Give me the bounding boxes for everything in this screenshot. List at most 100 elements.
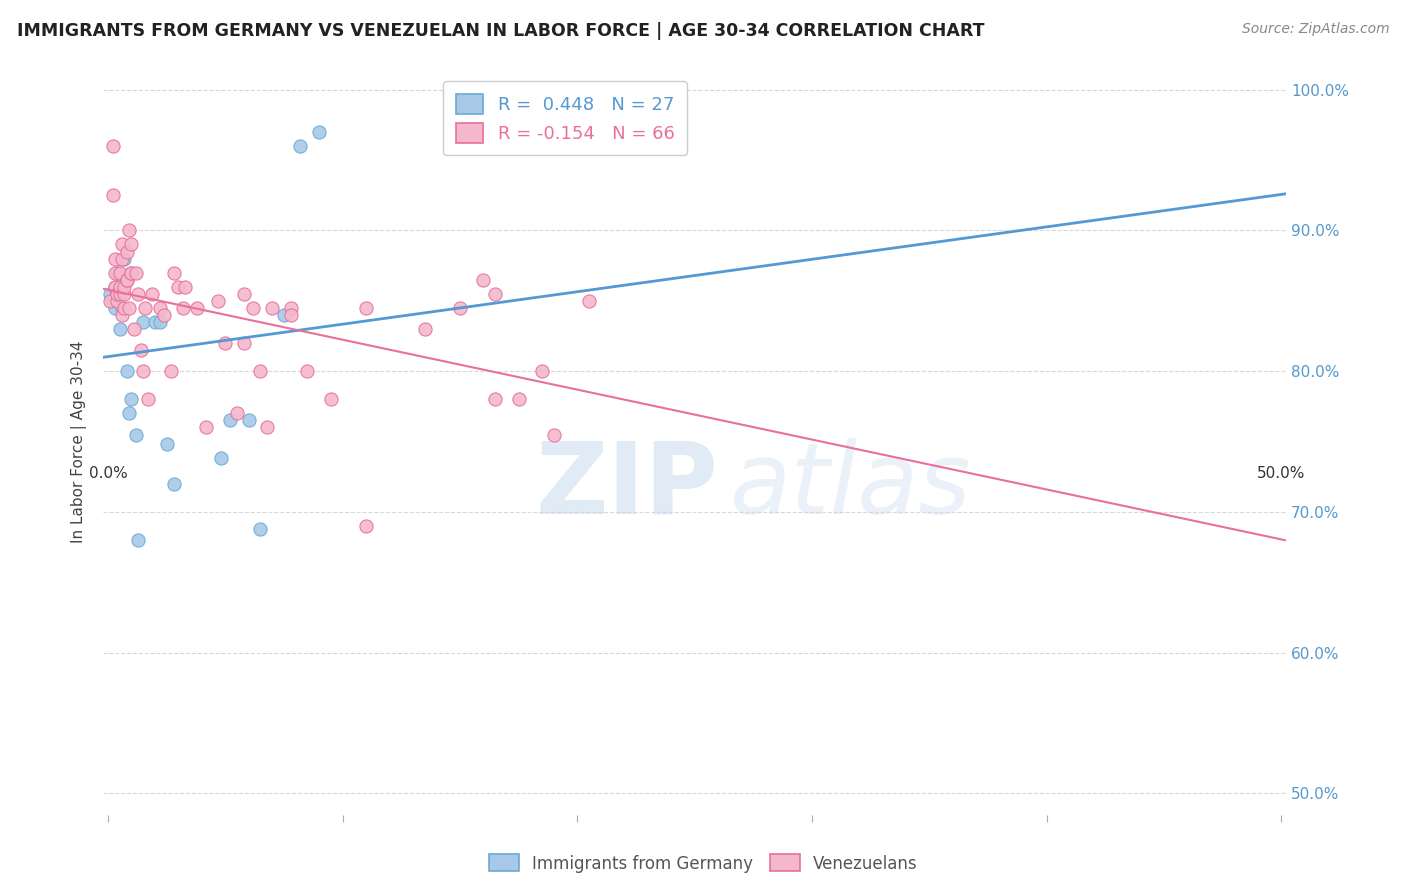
Point (195, 420, 218, 434)
Point (141, 286, 163, 301)
Point (98, 286, 121, 301)
Point (153, 308, 176, 322)
Point (111, 237, 134, 252)
Point (543, 427, 565, 442)
Point (104, 301, 127, 315)
Point (186, 301, 208, 315)
Point (472, 273, 495, 287)
Point (118, 406, 141, 420)
Point (115, 273, 138, 287)
Point (233, 336, 256, 351)
Point (262, 301, 284, 315)
Point (104, 266, 127, 280)
Point (174, 279, 197, 293)
Point (101, 139, 124, 153)
Point (120, 392, 142, 407)
Point (249, 364, 271, 378)
Y-axis label: In Labor Force | Age 30-34: In Labor Force | Age 30-34 (72, 340, 87, 543)
Legend: Immigrants from Germany, Venezuelans: Immigrants from Germany, Venezuelans (482, 847, 924, 880)
Point (207, 293, 229, 308)
Point (132, 364, 155, 378)
Point (120, 237, 142, 252)
Point (531, 364, 554, 378)
Point (127, 533, 149, 547)
Point (120, 266, 142, 280)
Point (167, 279, 190, 293)
Point (155, 437, 177, 451)
Point (273, 308, 295, 322)
Point (449, 301, 471, 315)
Point (308, 125, 330, 139)
Point (354, 301, 377, 315)
Text: atlas: atlas (730, 438, 972, 535)
Point (578, 293, 600, 308)
Point (108, 279, 131, 293)
Legend: R =  0.448   N = 27, R = -0.154   N = 66: R = 0.448 N = 27, R = -0.154 N = 66 (443, 81, 688, 155)
Point (354, 519, 377, 533)
Point (101, 188, 124, 202)
Point (105, 286, 128, 301)
Text: ZIP: ZIP (536, 438, 718, 535)
Point (98, 293, 121, 308)
Point (105, 266, 128, 280)
Point (115, 364, 138, 378)
Point (160, 364, 183, 378)
Point (108, 279, 131, 293)
Point (104, 279, 127, 293)
Point (105, 286, 128, 301)
Text: 50.0%: 50.0% (1257, 467, 1305, 481)
Text: Source: ZipAtlas.com: Source: ZipAtlas.com (1241, 22, 1389, 37)
Point (122, 322, 145, 336)
Point (111, 301, 134, 315)
Point (108, 286, 131, 301)
Point (111, 252, 134, 266)
Point (108, 322, 131, 336)
Point (115, 244, 138, 259)
Text: IMMIGRANTS FROM GERMANY VS VENEZUELAN IN LABOR FORCE | AGE 30-34 CORRELATION CHA: IMMIGRANTS FROM GERMANY VS VENEZUELAN IN… (17, 22, 984, 40)
Point (226, 406, 249, 420)
Point (112, 301, 135, 315)
Point (108, 266, 131, 280)
Point (508, 392, 530, 407)
Point (112, 252, 135, 266)
Point (105, 293, 128, 308)
Point (118, 223, 141, 237)
Point (290, 139, 312, 153)
Point (238, 413, 260, 427)
Point (127, 286, 149, 301)
Point (143, 315, 166, 329)
Point (484, 286, 506, 301)
Point (125, 266, 148, 280)
Point (280, 301, 302, 315)
Point (111, 308, 134, 322)
Point (118, 301, 141, 315)
Point (249, 522, 271, 536)
Point (242, 301, 264, 315)
Point (319, 392, 342, 407)
Point (132, 315, 155, 329)
Point (148, 301, 170, 315)
Point (134, 301, 156, 315)
Point (115, 273, 138, 287)
Point (112, 286, 135, 301)
Point (125, 427, 148, 442)
Text: 0.0%: 0.0% (89, 467, 128, 481)
Point (148, 315, 170, 329)
Point (101, 293, 124, 308)
Point (172, 301, 194, 315)
Point (297, 364, 319, 378)
Point (162, 266, 184, 280)
Point (280, 308, 302, 322)
Point (112, 279, 135, 293)
Point (214, 336, 236, 351)
Point (136, 392, 159, 407)
Point (484, 392, 506, 407)
Point (209, 451, 232, 466)
Point (413, 322, 436, 336)
Point (104, 279, 127, 293)
Point (120, 266, 142, 280)
Point (219, 413, 242, 427)
Point (162, 476, 184, 491)
Point (233, 286, 256, 301)
Point (104, 252, 127, 266)
